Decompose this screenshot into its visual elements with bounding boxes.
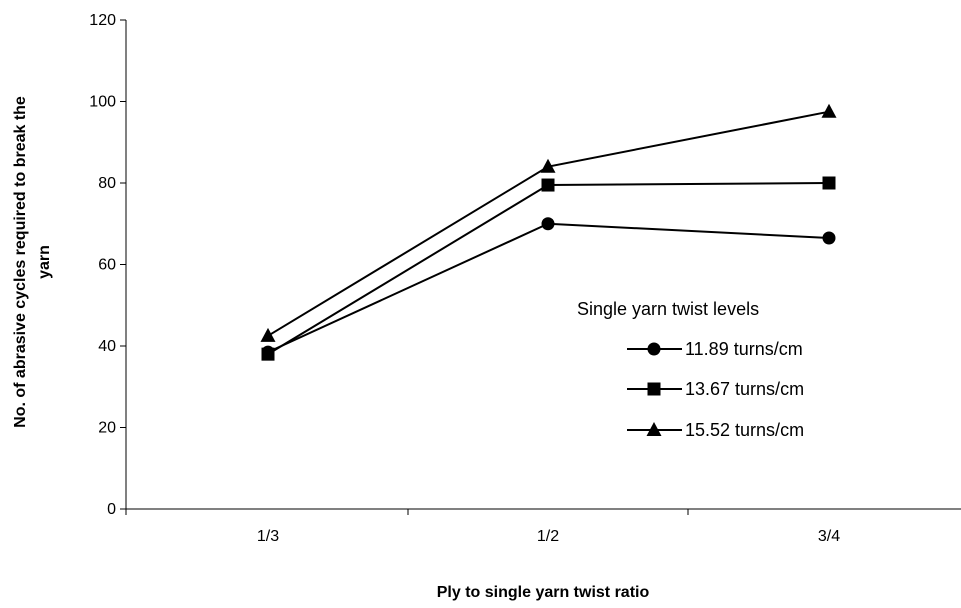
y-tick-label: 60	[98, 257, 116, 274]
legend-entry: 13.67 turns/cm	[627, 379, 804, 399]
legend-marker-circle	[647, 342, 661, 356]
y-axis-title-line-2: yarn	[36, 245, 53, 279]
y-tick-label: 80	[98, 175, 116, 192]
y-axis-title-line-1: No. of abrasive cycles required to break…	[12, 96, 29, 428]
x-tick-label: 1/3	[257, 528, 279, 545]
y-axis-title: No. of abrasive cycles required to break…	[12, 96, 53, 428]
legend-title: Single yarn twist levels	[577, 299, 759, 319]
legend-entry: 11.89 turns/cm	[627, 339, 803, 359]
x-tick-label: 1/2	[537, 528, 559, 545]
legend-label: 15.52 turns/cm	[685, 420, 804, 440]
legend-label: 11.89 turns/cm	[685, 339, 803, 359]
x-axis-ticks: 1/3 1/2 3/4	[125, 509, 840, 545]
legend: Single yarn twist levels 11.89 turns/cm1…	[577, 299, 804, 440]
data-point-triangle	[821, 103, 837, 118]
y-axis-ticks: 0 20 40 60 80 100 120	[89, 12, 126, 518]
y-tick-label: 20	[98, 420, 116, 437]
data-point-triangle	[540, 158, 556, 173]
legend-entries: 11.89 turns/cm 13.67 turns/cm 15.52 turns/…	[627, 339, 804, 440]
legend-label: 13.67 turns/cm	[685, 379, 804, 399]
series-layer	[260, 103, 837, 361]
y-tick-label: 100	[89, 94, 116, 111]
series-2	[261, 176, 836, 361]
y-tick-label: 40	[98, 338, 116, 355]
legend-entry: 15.52 turns/cm	[627, 420, 804, 440]
data-point-square	[261, 347, 275, 361]
y-tick-label: 0	[107, 501, 116, 518]
series-line	[267, 182, 830, 356]
x-axis-title: Ply to single yarn twist ratio	[437, 584, 650, 601]
data-point-square	[541, 178, 555, 192]
legend-marker-triangle	[646, 422, 662, 436]
data-point-triangle	[260, 327, 276, 342]
y-tick-label: 120	[89, 12, 116, 29]
series-3	[260, 103, 837, 342]
data-point-circle	[822, 231, 836, 245]
legend-marker-square	[647, 382, 661, 396]
data-point-circle	[541, 217, 555, 231]
x-tick-label: 3/4	[818, 528, 840, 545]
data-point-square	[822, 176, 836, 190]
series-line	[267, 222, 830, 354]
